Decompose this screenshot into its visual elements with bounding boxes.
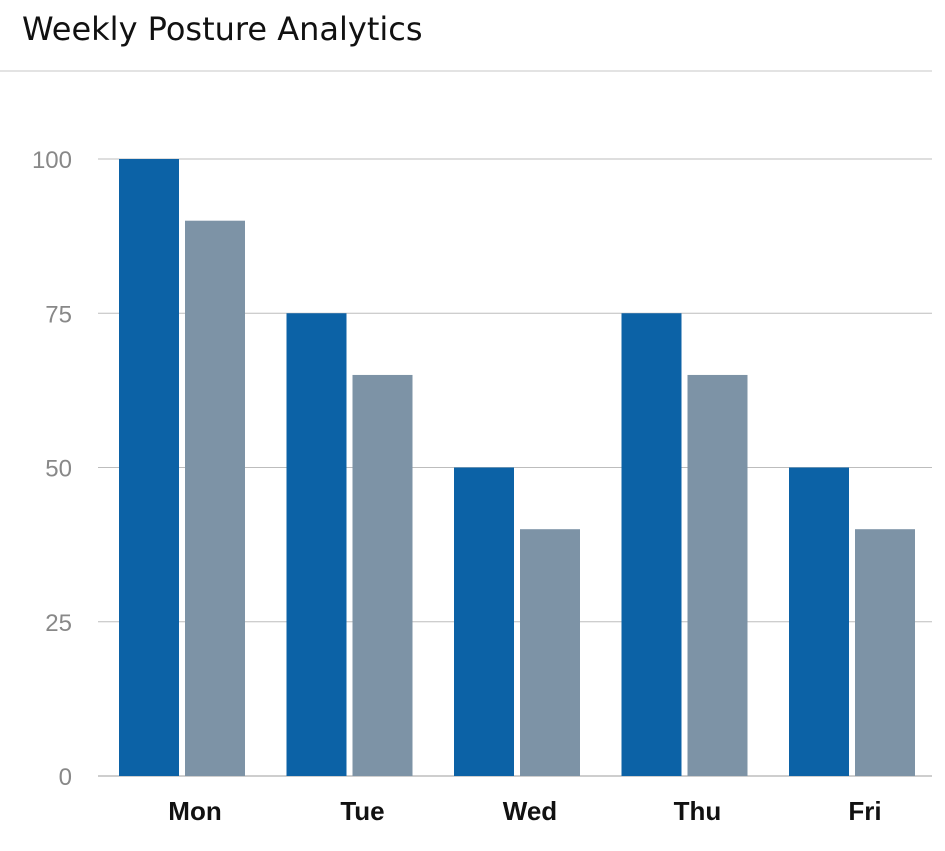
x-category-label-thu: Thu: [674, 796, 722, 826]
bar-mon-series-2: [185, 220, 245, 776]
y-tick-label: 0: [59, 764, 72, 791]
y-tick-label: 75: [45, 301, 72, 328]
bar-mon-series-1: [119, 159, 179, 776]
bar-thu-series-1: [621, 313, 682, 776]
chart-title: Weekly Posture Analytics: [22, 10, 423, 48]
bar-fri-series-2: [855, 529, 915, 776]
y-tick-label: 100: [32, 147, 72, 174]
bar-fri-series-1: [789, 467, 849, 776]
x-category-label-fri: Fri: [848, 796, 881, 826]
bar-tue-series-1: [286, 313, 347, 776]
bar-wed-series-1: [454, 467, 514, 776]
bar-thu-series-2: [687, 374, 748, 776]
y-tick-label: 50: [45, 456, 72, 483]
chart-header: Weekly Posture Analytics: [0, 0, 932, 72]
x-axis-category-labels: Mon Tue Wed Thu Fri: [168, 796, 881, 826]
y-axis-tick-labels: 0 25 50 75 100: [32, 147, 72, 791]
x-category-label-tue: Tue: [340, 796, 384, 826]
x-category-label-mon: Mon: [168, 796, 221, 826]
bar-tue-series-2: [352, 374, 413, 776]
x-category-label-wed: Wed: [503, 796, 557, 826]
bar-wed-series-2: [520, 529, 580, 776]
bars: [119, 159, 915, 776]
y-tick-label: 25: [45, 610, 72, 637]
